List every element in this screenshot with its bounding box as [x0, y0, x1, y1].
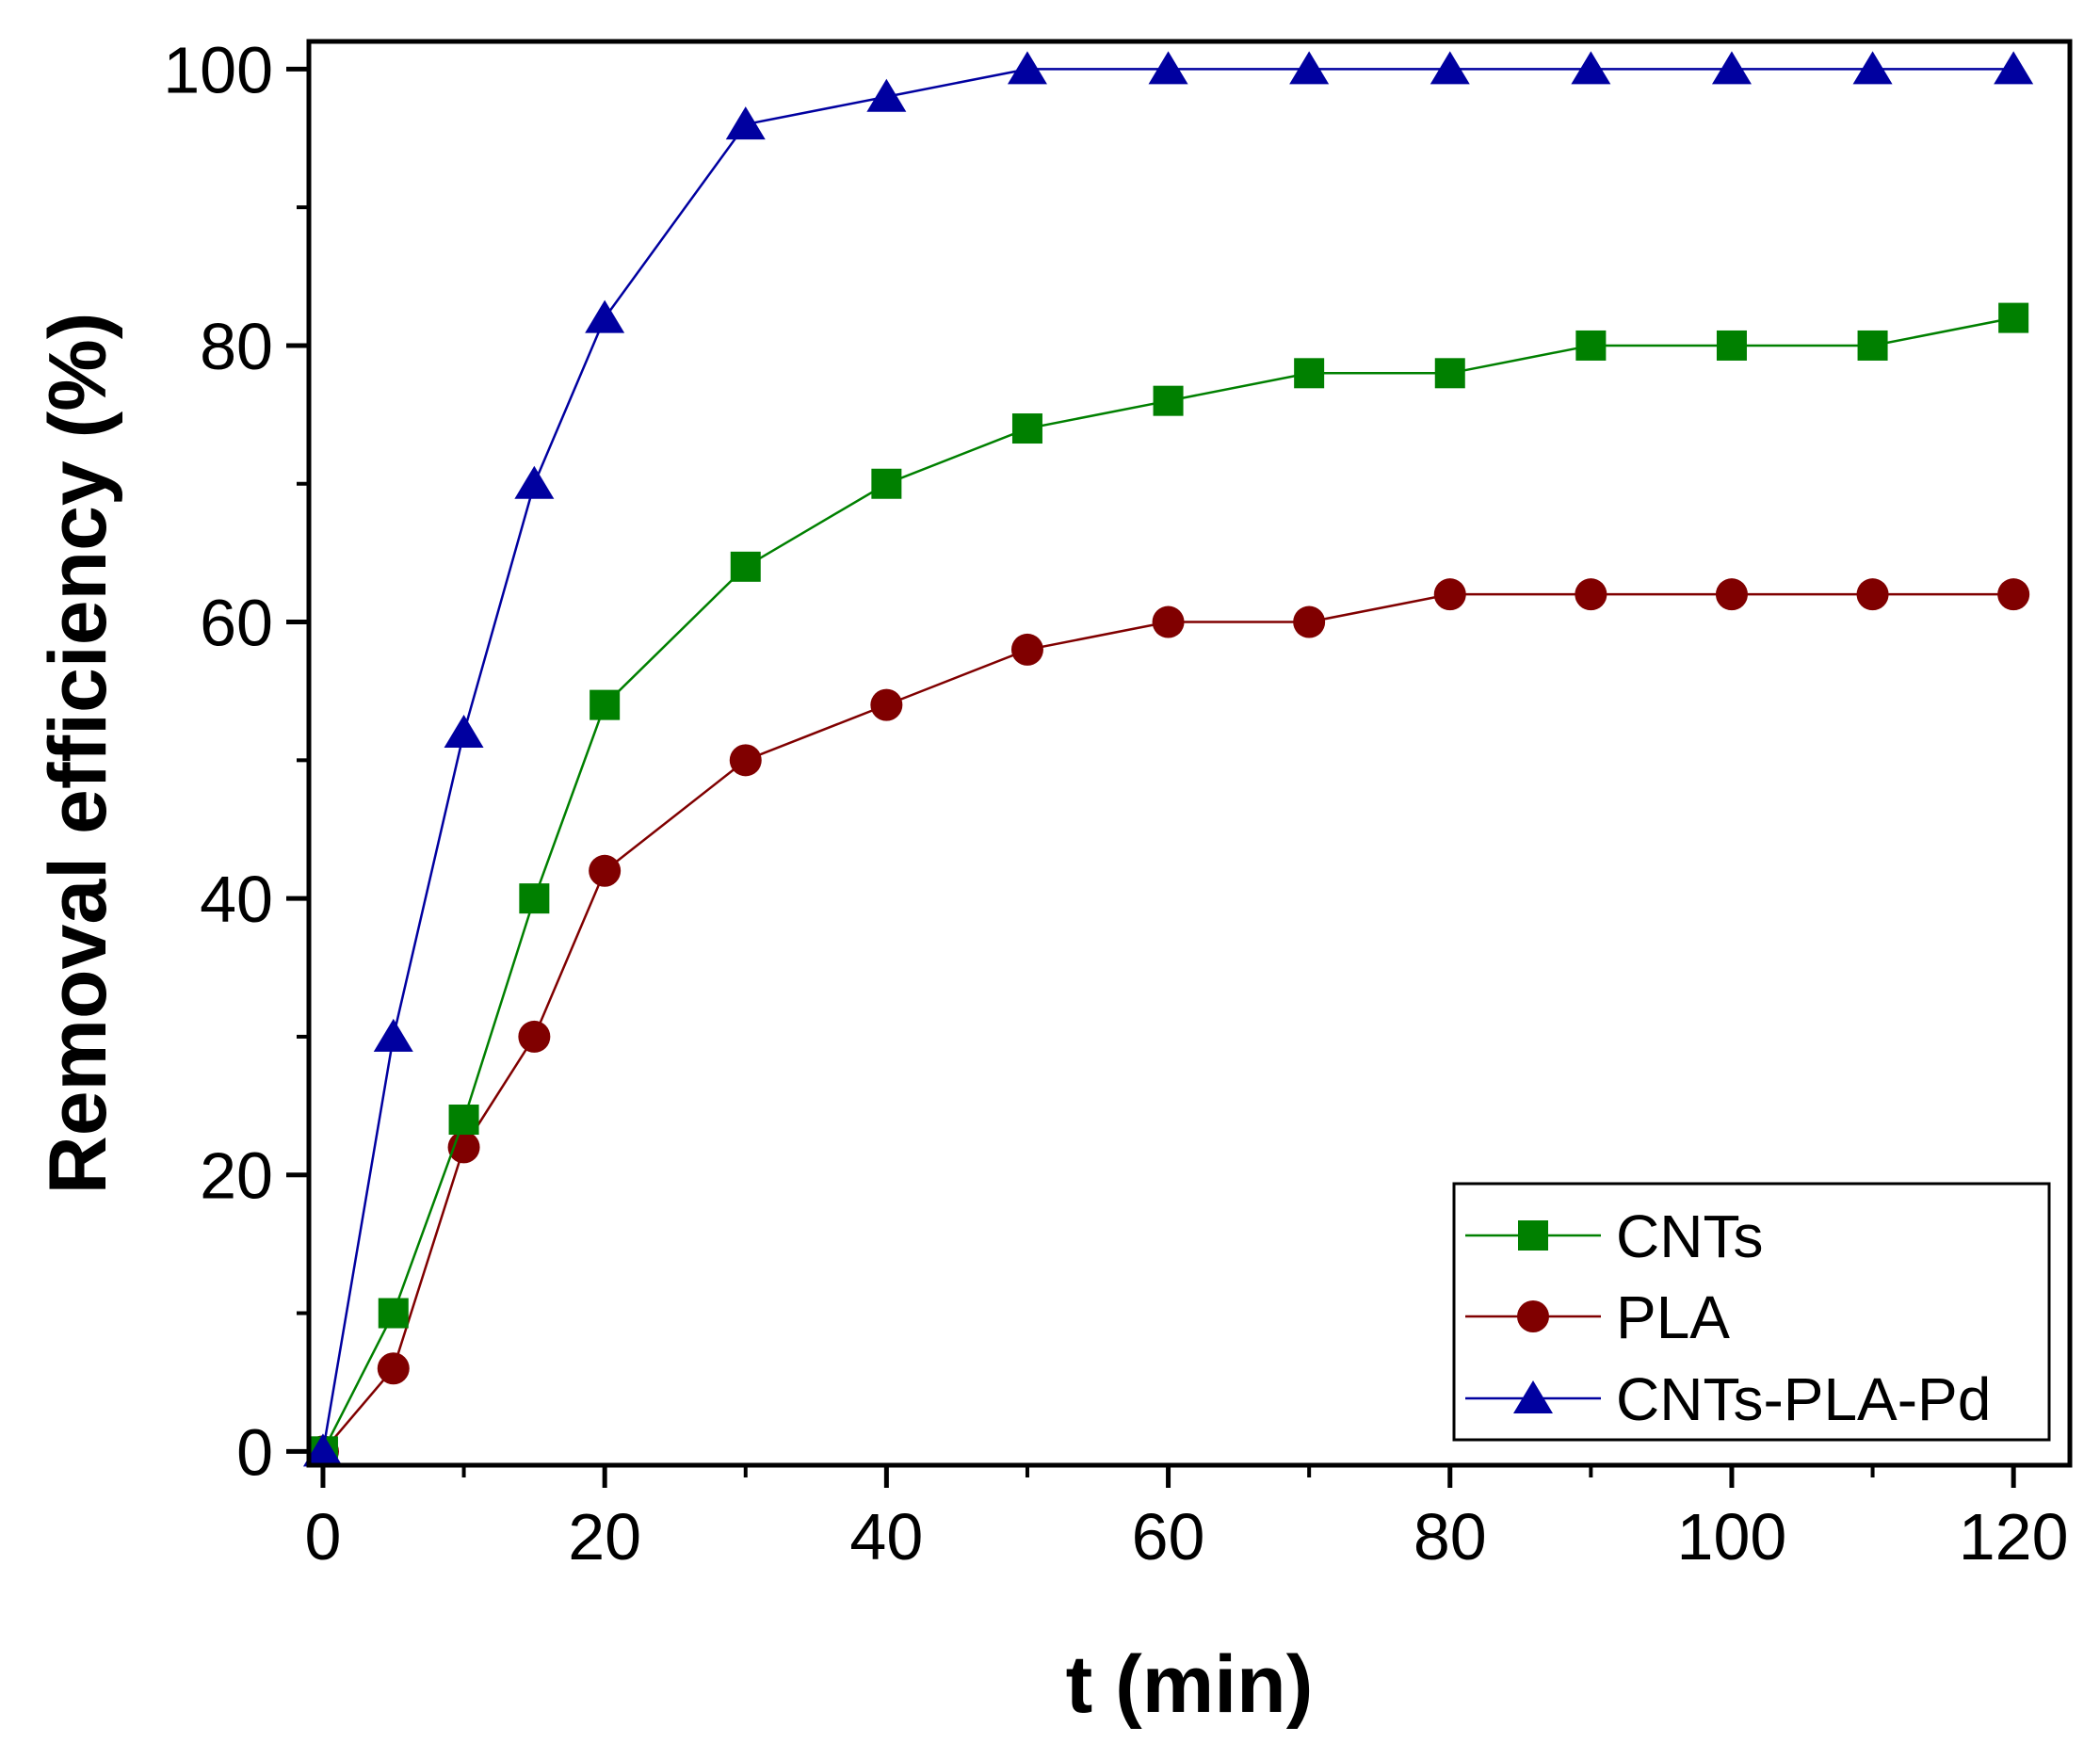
data-point — [1571, 51, 1611, 85]
data-point — [1433, 578, 1466, 611]
data-point — [1153, 385, 1184, 416]
legend-item: PLA — [1465, 1283, 1730, 1351]
legend-marker — [1513, 1380, 1553, 1413]
legend-marker — [1517, 1300, 1549, 1332]
data-point — [519, 883, 550, 914]
data-point — [373, 1018, 413, 1052]
legend: CNTs PLA CNTs-PLA-Pd — [1452, 1182, 2051, 1442]
data-point — [1294, 358, 1325, 389]
data-point — [729, 744, 762, 777]
data-point — [1434, 358, 1465, 389]
y-tick-label: 100 — [163, 33, 273, 106]
data-point — [448, 1105, 479, 1136]
y-tick-label: 80 — [200, 310, 273, 383]
data-point — [871, 468, 902, 499]
data-point — [1711, 51, 1752, 85]
data-point — [302, 1433, 343, 1467]
series-cnts — [307, 302, 2029, 1467]
data-point — [585, 299, 625, 333]
y-tick-label: 60 — [200, 587, 273, 660]
x-tick-label: 80 — [1413, 1500, 1487, 1574]
legend-item: CNTs — [1465, 1202, 1763, 1270]
data-point — [444, 714, 484, 748]
x-tick-label: 120 — [1959, 1500, 2069, 1574]
legend-marker — [1518, 1220, 1548, 1251]
data-point — [378, 1298, 409, 1329]
data-point — [866, 78, 907, 112]
y-axis-title: Removal efficiency (%) — [33, 313, 123, 1195]
data-point — [1575, 330, 1607, 361]
axis-ticks: 0 20 40 60 80 100 120 0 20 40 60 80 100 — [163, 33, 2068, 1574]
x-tick-label: 20 — [568, 1500, 641, 1574]
data-point — [1994, 51, 2034, 85]
legend-items: CNTs PLA CNTs-PLA-Pd — [1465, 1202, 1991, 1433]
x-tick-label: 40 — [849, 1500, 923, 1574]
legend-box — [1452, 1182, 2051, 1442]
legend-item: CNTs-PLA-Pd — [1465, 1365, 1991, 1433]
data-point — [1856, 578, 1889, 611]
data-point — [1997, 578, 2030, 611]
legend-label: CNTs-PLA-Pd — [1616, 1365, 1991, 1433]
data-point — [514, 465, 555, 499]
data-point — [1715, 578, 1748, 611]
data-point — [1289, 51, 1330, 85]
data-point — [1010, 633, 1043, 666]
data-point — [590, 689, 621, 720]
data-point — [730, 551, 761, 582]
x-axis-title: t (min) — [1066, 1639, 1314, 1730]
data-point — [870, 688, 903, 721]
y-tick-label: 0 — [236, 1415, 273, 1489]
y-tick-label: 40 — [200, 863, 273, 936]
legend-label: CNTs — [1616, 1202, 1763, 1270]
x-tick-label: 100 — [1677, 1500, 1787, 1574]
series-cnts-pla-pd — [302, 51, 2034, 1467]
data-point — [1152, 605, 1185, 638]
data-point — [1575, 578, 1607, 611]
legend-label: PLA — [1616, 1283, 1730, 1351]
data-point — [1293, 605, 1326, 638]
series-pla — [306, 578, 2030, 1468]
data-point — [1148, 51, 1188, 85]
series-layer — [302, 51, 2034, 1468]
data-point — [1857, 330, 1888, 361]
data-point — [377, 1352, 410, 1385]
x-tick-label: 0 — [304, 1500, 341, 1574]
data-point — [1716, 330, 1747, 361]
data-point — [1998, 302, 2029, 333]
data-point — [589, 854, 622, 887]
data-point — [1007, 51, 1047, 85]
data-point — [725, 106, 766, 140]
data-point — [1430, 51, 1470, 85]
data-point — [518, 1020, 551, 1053]
plot-area-frame — [306, 39, 2073, 1468]
data-point — [1852, 51, 1893, 85]
data-point — [1011, 413, 1042, 444]
x-tick-label: 60 — [1132, 1500, 1205, 1574]
y-tick-label: 20 — [200, 1139, 273, 1213]
